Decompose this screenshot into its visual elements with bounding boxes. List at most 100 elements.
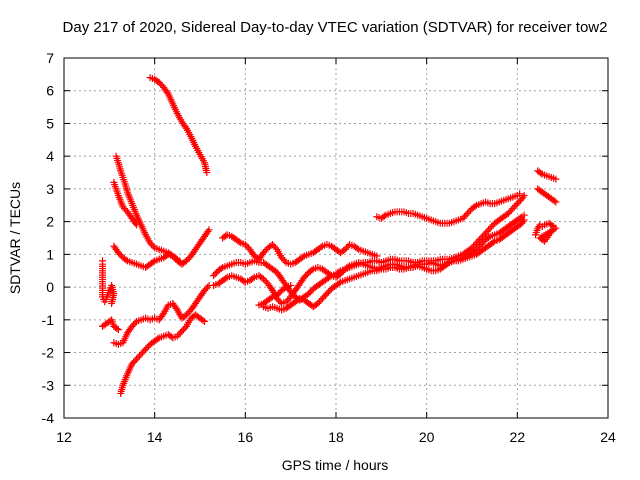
data-point	[133, 221, 141, 229]
series-6	[110, 281, 213, 348]
series-3	[110, 226, 213, 271]
data-point	[131, 219, 139, 227]
data-point	[489, 238, 497, 246]
y-tick-label: -1	[42, 312, 55, 328]
data-point	[537, 169, 545, 177]
data-point	[323, 290, 331, 298]
data-point	[278, 254, 286, 262]
data-point	[465, 208, 473, 216]
data-point	[302, 272, 310, 280]
data-point	[131, 357, 139, 365]
series-11	[210, 211, 528, 307]
data-point	[128, 360, 136, 368]
data-point	[519, 218, 527, 226]
data-point	[344, 263, 352, 271]
data-point	[282, 298, 290, 306]
data-point	[137, 350, 145, 358]
series-15	[534, 185, 560, 206]
data-point	[267, 294, 275, 302]
data-point	[142, 345, 150, 353]
data-point	[520, 216, 528, 224]
data-point	[326, 271, 334, 279]
data-point	[276, 298, 284, 306]
data-point	[344, 242, 352, 250]
data-point	[148, 241, 156, 249]
data-point	[204, 283, 212, 291]
data-point	[281, 284, 289, 292]
series-14	[534, 167, 560, 183]
y-tick-label: -2	[42, 345, 55, 361]
data-point	[210, 272, 218, 280]
data-point	[131, 319, 139, 327]
data-point	[116, 250, 124, 258]
data-point	[550, 197, 558, 205]
data-point	[122, 256, 130, 264]
data-point	[199, 316, 207, 324]
x-tick-label: 18	[328, 429, 344, 445]
data-point	[547, 227, 555, 235]
data-point	[317, 296, 325, 304]
data-point	[486, 224, 494, 232]
data-point	[335, 279, 343, 287]
data-point	[176, 329, 184, 337]
data-point	[317, 243, 325, 251]
data-point	[222, 274, 230, 282]
data-point	[275, 290, 283, 298]
data-point	[130, 321, 138, 329]
data-point	[201, 286, 209, 294]
data-point	[318, 295, 326, 303]
data-point	[217, 265, 225, 273]
x-tick-label: 12	[56, 429, 72, 445]
chart-title: Day 217 of 2020, Sidereal Day-to-day VTE…	[63, 19, 608, 36]
data-point	[462, 211, 470, 219]
y-tick-label: -4	[42, 410, 55, 426]
data-point	[182, 311, 190, 319]
data-point	[476, 236, 484, 244]
data-point	[512, 201, 520, 209]
data-point	[480, 231, 488, 239]
x-tick-label: 20	[419, 429, 435, 445]
x-tick-label: 16	[238, 429, 254, 445]
data-point	[179, 326, 187, 334]
data-point	[284, 296, 292, 304]
data-point	[471, 241, 479, 249]
data-point	[143, 344, 151, 352]
data-point	[459, 214, 467, 222]
data-point	[463, 209, 471, 217]
data-point	[128, 322, 136, 330]
y-tick-label: 0	[46, 279, 54, 295]
data-point	[243, 242, 251, 250]
series-7	[117, 311, 209, 397]
data-point	[299, 253, 307, 261]
data-point	[516, 214, 524, 222]
data-point	[324, 288, 332, 296]
data-point	[353, 244, 361, 252]
data-point	[169, 252, 177, 260]
data-point	[159, 311, 167, 319]
data-point	[120, 205, 128, 213]
data-point	[184, 255, 192, 263]
data-point	[172, 304, 180, 312]
data-point	[259, 249, 267, 257]
grid	[64, 58, 608, 418]
series-13	[255, 281, 295, 309]
data-point	[306, 288, 314, 296]
data-point	[157, 80, 165, 88]
y-tick-label: 5	[46, 115, 54, 131]
data-point	[273, 291, 281, 299]
data-point	[261, 277, 269, 285]
data-point	[305, 290, 313, 298]
y-tick-label: 4	[46, 148, 54, 164]
data-point	[149, 242, 157, 250]
data-point	[133, 355, 141, 363]
x-tick-label: 24	[600, 429, 616, 445]
data-point	[261, 247, 269, 255]
series-5	[99, 316, 122, 334]
series-16	[531, 219, 560, 245]
data-point	[181, 324, 189, 332]
data-point	[321, 291, 329, 299]
data-point	[113, 325, 121, 333]
data-point	[479, 232, 487, 240]
data-point	[203, 169, 211, 177]
data-point	[279, 255, 287, 263]
